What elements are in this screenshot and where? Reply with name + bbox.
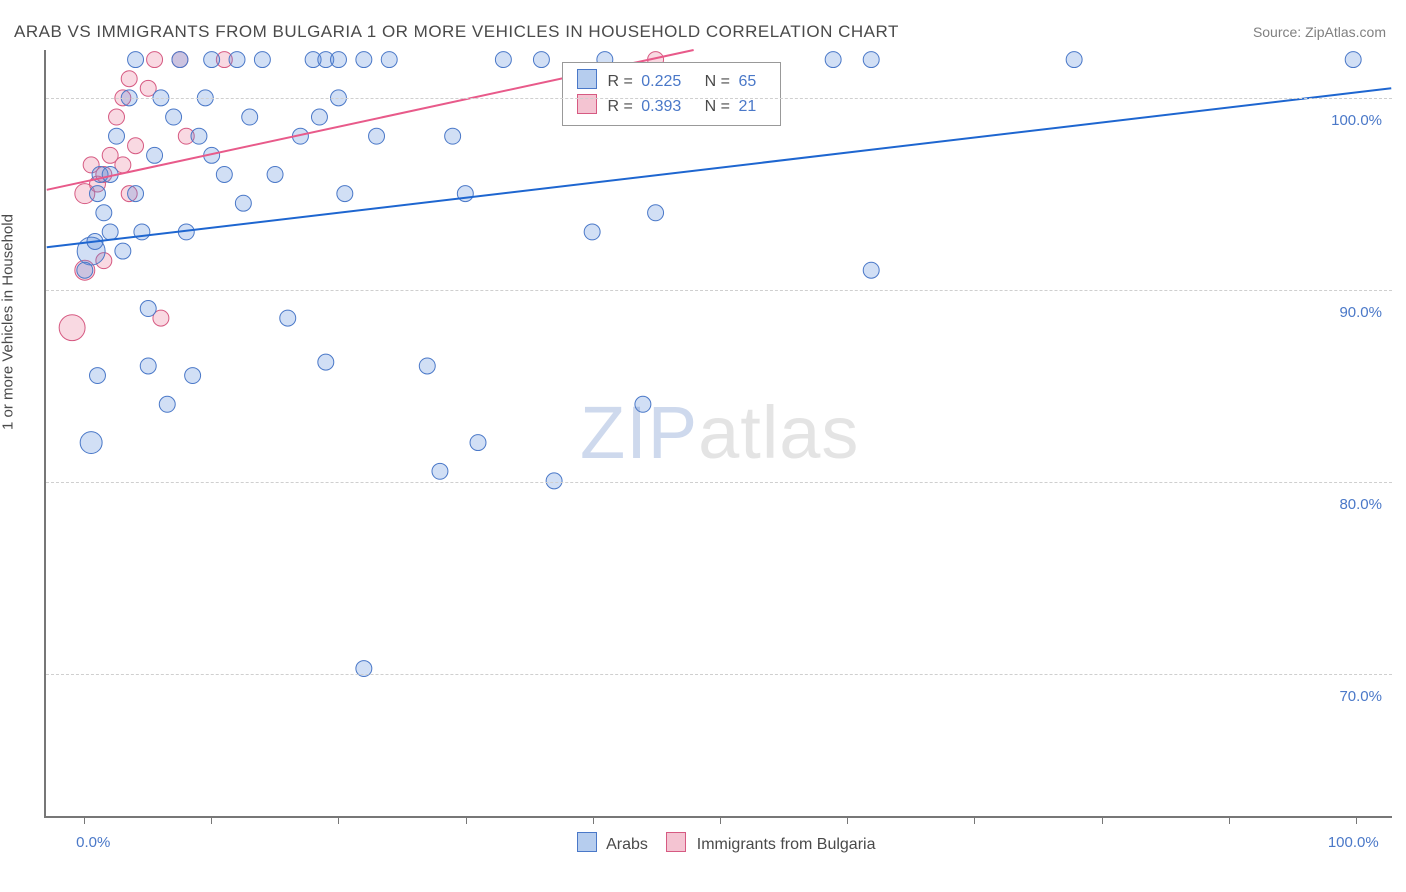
r-label: R =	[607, 98, 632, 115]
point-arabs	[533, 52, 549, 68]
point-arabs	[204, 52, 220, 68]
point-arabs	[584, 224, 600, 240]
point-bulgaria	[109, 109, 125, 125]
gridline	[46, 674, 1392, 675]
point-arabs	[140, 358, 156, 374]
point-arabs	[172, 52, 188, 68]
point-arabs	[90, 368, 106, 384]
point-arabs	[229, 52, 245, 68]
point-arabs	[863, 262, 879, 278]
x-tick-label: 100.0%	[1328, 834, 1379, 851]
legend-row-arabs: R = 0.225 N = 65	[577, 69, 766, 94]
x-tick	[211, 816, 212, 824]
x-tick-label: 0.0%	[76, 834, 110, 851]
n-label: N =	[705, 98, 730, 115]
point-bulgaria	[121, 71, 137, 87]
point-arabs	[863, 52, 879, 68]
r-value-arabs: 0.225	[641, 73, 681, 90]
point-arabs	[216, 166, 232, 182]
point-arabs	[166, 109, 182, 125]
point-arabs	[235, 195, 251, 211]
legend-label-arabs: Arabs	[606, 836, 648, 853]
point-arabs	[242, 109, 258, 125]
point-bulgaria	[147, 52, 163, 68]
point-arabs	[470, 435, 486, 451]
swatch-bulgaria-icon	[666, 832, 686, 852]
point-arabs	[254, 52, 270, 68]
correlation-legend-box: R = 0.225 N = 65 R = 0.393 N = 21	[562, 62, 781, 126]
point-arabs	[318, 354, 334, 370]
y-tick-label: 90.0%	[1339, 304, 1382, 321]
x-tick	[1102, 816, 1103, 824]
point-arabs	[495, 52, 511, 68]
point-arabs	[1066, 52, 1082, 68]
point-arabs	[648, 205, 664, 221]
x-tick	[466, 816, 467, 824]
point-arabs	[77, 262, 93, 278]
point-arabs	[90, 186, 106, 202]
n-value-arabs: 65	[738, 73, 756, 90]
point-arabs	[635, 396, 651, 412]
x-tick	[1356, 816, 1357, 824]
point-arabs	[546, 473, 562, 489]
x-tick	[338, 816, 339, 824]
x-tick	[593, 816, 594, 824]
point-arabs	[280, 310, 296, 326]
point-arabs	[147, 147, 163, 163]
point-arabs	[140, 301, 156, 317]
point-arabs	[267, 166, 283, 182]
chart-svg	[46, 50, 1392, 816]
gridline	[46, 482, 1392, 483]
point-arabs	[159, 396, 175, 412]
y-tick-label: 70.0%	[1339, 688, 1382, 705]
x-tick	[974, 816, 975, 824]
y-tick-label: 100.0%	[1331, 112, 1382, 129]
point-arabs	[109, 128, 125, 144]
r-value-bulgaria: 0.393	[641, 98, 681, 115]
point-arabs	[1345, 52, 1361, 68]
n-value-bulgaria: 21	[738, 98, 756, 115]
source-label: Source: ZipAtlas.com	[1253, 24, 1386, 40]
x-tick	[847, 816, 848, 824]
y-axis-label: 1 or more Vehicles in Household	[0, 214, 17, 430]
plot-area: R = 0.225 N = 65 R = 0.393 N = 21 Arabs …	[44, 50, 1392, 818]
point-arabs	[356, 52, 372, 68]
swatch-bulgaria-icon	[577, 94, 597, 114]
point-arabs	[128, 52, 144, 68]
point-arabs	[128, 186, 144, 202]
gridline	[46, 290, 1392, 291]
gridline	[46, 98, 1392, 99]
point-bulgaria	[128, 138, 144, 154]
point-arabs	[311, 109, 327, 125]
point-arabs	[191, 128, 207, 144]
r-label: R =	[607, 73, 632, 90]
point-arabs	[445, 128, 461, 144]
point-arabs	[369, 128, 385, 144]
point-arabs	[825, 52, 841, 68]
chart-title: ARAB VS IMMIGRANTS FROM BULGARIA 1 OR MO…	[14, 22, 899, 42]
point-arabs	[185, 368, 201, 384]
x-tick	[84, 816, 85, 824]
point-arabs	[432, 463, 448, 479]
point-arabs	[80, 432, 102, 454]
point-arabs	[96, 205, 112, 221]
point-arabs	[337, 186, 353, 202]
point-arabs	[115, 243, 131, 259]
y-tick-label: 80.0%	[1339, 496, 1382, 513]
point-arabs	[331, 52, 347, 68]
n-label: N =	[705, 73, 730, 90]
swatch-arabs-icon	[577, 832, 597, 852]
bottom-legend: Arabs Immigrants from Bulgaria	[46, 832, 1392, 854]
point-arabs	[102, 224, 118, 240]
point-bulgaria	[59, 315, 85, 341]
swatch-arabs-icon	[577, 69, 597, 89]
point-arabs	[381, 52, 397, 68]
x-tick	[720, 816, 721, 824]
x-tick	[1229, 816, 1230, 824]
point-arabs	[419, 358, 435, 374]
legend-label-bulgaria: Immigrants from Bulgaria	[697, 836, 876, 853]
